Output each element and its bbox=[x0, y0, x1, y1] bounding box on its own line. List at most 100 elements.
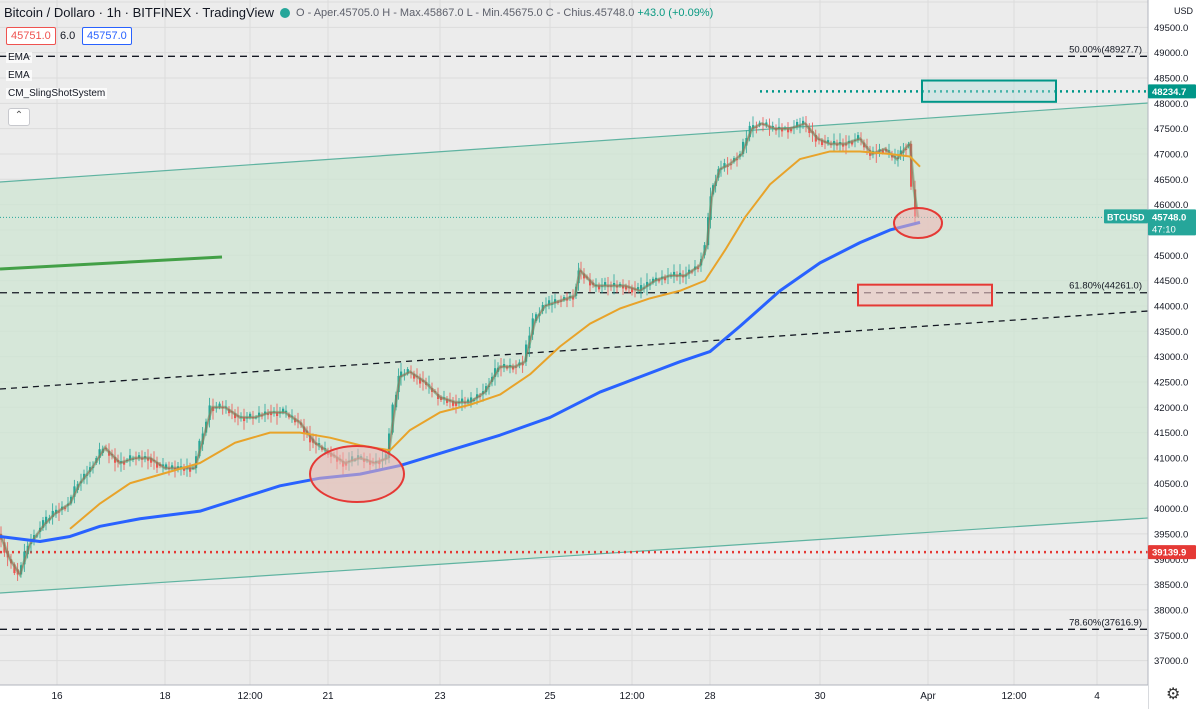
candle-body bbox=[637, 287, 640, 290]
high-value: H - Max.45867.0 bbox=[382, 6, 464, 19]
ohlc-values: O - Aper.45705.0 H - Max.45867.0 L - Min… bbox=[296, 7, 713, 19]
candle-body bbox=[165, 464, 168, 469]
y-tick-label: 40500.0 bbox=[1154, 479, 1188, 490]
y-tick-label: 38500.0 bbox=[1154, 580, 1188, 591]
candle-body bbox=[156, 461, 159, 468]
low-value: L - Min.45675.0 bbox=[466, 6, 543, 19]
y-tick-label: 43000.0 bbox=[1154, 352, 1188, 363]
legend-slingshot[interactable]: CM_SlingShotSystem bbox=[6, 88, 108, 99]
buy-price-button[interactable]: 45757.0 bbox=[82, 27, 132, 45]
highlight-ellipse-current[interactable] bbox=[893, 207, 943, 239]
ema-slow-line[interactable] bbox=[0, 220, 921, 544]
candle-body bbox=[282, 408, 285, 413]
x-tick-label: 30 bbox=[814, 691, 826, 702]
y-tick-label: 49000.0 bbox=[1154, 48, 1188, 59]
chevron-up-icon[interactable]: ⌃ bbox=[8, 108, 30, 126]
candle-body bbox=[249, 413, 252, 418]
symbol-badge-bg bbox=[1104, 209, 1148, 224]
support-price-badge-bg bbox=[1148, 545, 1196, 560]
y-tick-label: 48000.0 bbox=[1154, 99, 1188, 110]
spread-value: 6.0 bbox=[60, 30, 76, 42]
candle-body bbox=[189, 468, 192, 472]
highlight-ellipse-bounce[interactable] bbox=[309, 445, 405, 503]
green-trend-segment[interactable] bbox=[0, 255, 223, 271]
change-value: +43.0 (+0.09%) bbox=[637, 6, 714, 19]
dashed-trend-line[interactable] bbox=[0, 310, 1149, 390]
candle-body bbox=[827, 140, 830, 143]
candle-body bbox=[218, 403, 221, 408]
chart-header: Bitcoin / Dollaro · 1h · BITFINEX · Trad… bbox=[4, 5, 713, 20]
fib-level-label: 50.00%(48927.7) bbox=[1069, 44, 1142, 55]
time-axis-background bbox=[0, 685, 1148, 709]
candle-body bbox=[790, 128, 793, 132]
x-tick-label: 21 bbox=[322, 691, 334, 702]
close-value: C - Chius.45748.0 bbox=[545, 6, 635, 19]
y-tick-label: 48500.0 bbox=[1154, 73, 1188, 84]
fib-level-label: 78.60%(37616.9) bbox=[1069, 617, 1142, 628]
candle-body bbox=[673, 271, 676, 276]
candle-body bbox=[765, 122, 768, 125]
x-tick-label: 12:00 bbox=[237, 691, 262, 702]
candle-body bbox=[455, 402, 458, 406]
x-tick-label: 28 bbox=[704, 691, 716, 702]
candle-body bbox=[572, 296, 575, 300]
candle-body bbox=[631, 287, 634, 293]
price-axis-background bbox=[1148, 0, 1200, 709]
candle-body bbox=[851, 141, 854, 145]
candle-body bbox=[461, 398, 464, 403]
y-tick-label: 41000.0 bbox=[1154, 453, 1188, 464]
y-tick-label: 41500.0 bbox=[1154, 428, 1188, 439]
y-tick-label: 37500.0 bbox=[1154, 631, 1188, 642]
x-tick-label: 4 bbox=[1094, 691, 1100, 702]
bar-countdown: 47:10 bbox=[1152, 224, 1176, 235]
symbol-title[interactable]: Bitcoin / Dollaro · 1h · BITFINEX · Trad… bbox=[4, 5, 274, 20]
y-tick-label: 43500.0 bbox=[1154, 327, 1188, 338]
y-tick-label: 46500.0 bbox=[1154, 175, 1188, 186]
x-tick-label: 12:00 bbox=[1001, 691, 1026, 702]
currency-label[interactable]: USD bbox=[1174, 6, 1194, 16]
y-tick-label: 40000.0 bbox=[1154, 504, 1188, 515]
x-tick-label: 25 bbox=[544, 691, 556, 702]
candle-body bbox=[129, 455, 132, 460]
candle-body bbox=[598, 285, 601, 290]
legend-ema-1[interactable]: EMA bbox=[6, 52, 32, 63]
ema-fast-line[interactable] bbox=[69, 150, 921, 530]
ascending-channel[interactable] bbox=[0, 103, 1148, 593]
x-tick-label: Apr bbox=[920, 691, 936, 702]
y-tick-label: 39500.0 bbox=[1154, 529, 1188, 540]
candle-body bbox=[604, 282, 607, 286]
candle-body bbox=[821, 140, 824, 145]
candle-body bbox=[640, 285, 643, 291]
x-tick-label: 16 bbox=[51, 691, 63, 702]
candle-body bbox=[787, 128, 790, 133]
eye-icon[interactable] bbox=[279, 7, 290, 18]
candle-body bbox=[123, 461, 126, 465]
y-tick-label: 42500.0 bbox=[1154, 377, 1188, 388]
y-tick-label: 38000.0 bbox=[1154, 605, 1188, 616]
x-tick-label: 23 bbox=[434, 691, 446, 702]
legend-ema-2[interactable]: EMA bbox=[6, 70, 32, 81]
open-value: O - Aper.45705.0 bbox=[295, 6, 380, 19]
resistance-zone-box[interactable] bbox=[921, 79, 1057, 103]
candle-body bbox=[276, 412, 279, 416]
y-tick-label: 44000.0 bbox=[1154, 301, 1188, 312]
x-tick-label: 18 bbox=[159, 691, 171, 702]
slingshot-ema-fast bbox=[0, 123, 919, 576]
resistance-price-badge: 48234.7 bbox=[1152, 87, 1186, 98]
gear-icon[interactable]: ⚙ bbox=[1166, 686, 1181, 703]
y-tick-label: 47500.0 bbox=[1154, 124, 1188, 135]
candle-body bbox=[45, 516, 48, 524]
y-tick-label: 47000.0 bbox=[1154, 149, 1188, 160]
y-tick-label: 46000.0 bbox=[1154, 200, 1188, 211]
y-tick-label: 37000.0 bbox=[1154, 656, 1188, 667]
candle-body bbox=[664, 277, 667, 281]
symbol-badge: BTCUSD bbox=[1107, 212, 1145, 222]
demand-zone-box[interactable] bbox=[857, 283, 993, 307]
candle-body bbox=[212, 407, 215, 411]
support-price-badge: 39139.9 bbox=[1152, 548, 1186, 559]
y-tick-label: 42000.0 bbox=[1154, 403, 1188, 414]
channel-bottom-line[interactable] bbox=[0, 517, 1149, 594]
channel-top-line[interactable] bbox=[0, 102, 1149, 183]
sell-price-button[interactable]: 45751.0 bbox=[6, 27, 56, 45]
